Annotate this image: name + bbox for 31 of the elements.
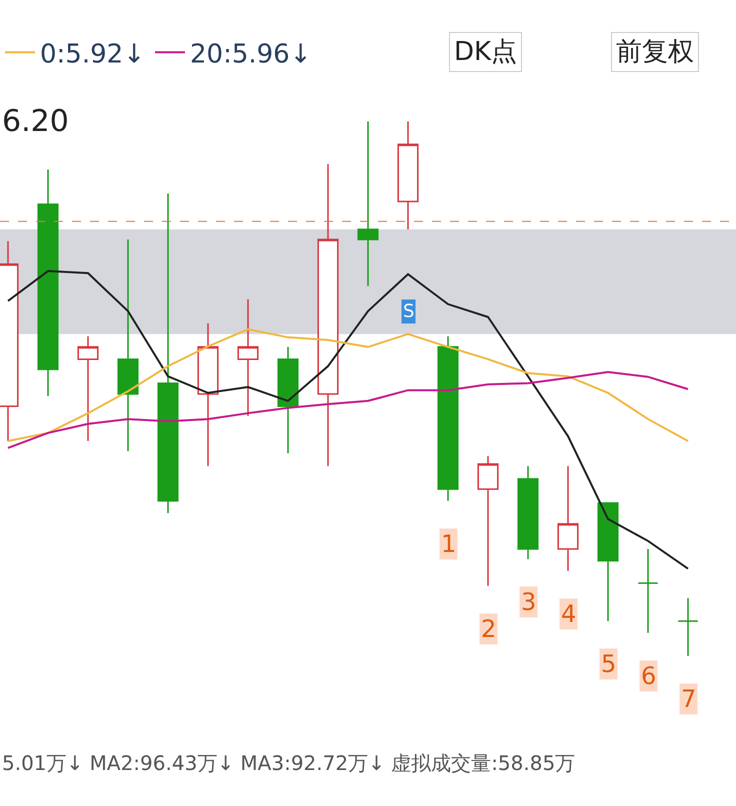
candlestick [437,335,459,502]
candlestick [37,168,59,397]
candlestick [317,163,339,467]
text: 6 [641,662,656,690]
annotation: 3 [521,588,536,616]
candlestick [277,346,299,454]
candlestick [637,548,659,634]
candlestick [477,455,499,587]
text: 7 [681,685,696,713]
legend-label: 20:5.96↓ [190,39,312,70]
candlestick [197,322,219,467]
candlestick [597,502,619,622]
candlestick [517,465,539,560]
annotation: S [403,301,414,322]
annotation: 1 [441,530,456,558]
candlestick [397,120,419,230]
annotation: 6.20 [2,104,69,139]
candlestick [677,597,699,657]
annotation: 4 [561,600,576,628]
candlestick [77,335,99,442]
text: 5.01万↓ MA2:96.43万↓ MA3:92.72万↓ 虚拟成交量:58.85万 [2,751,576,775]
candlestick [117,238,139,452]
legend-label: 0:5.92↓ [40,39,145,70]
candlestick [557,465,579,572]
candlestick [157,192,179,514]
text: 前复权 [616,37,694,67]
candlestick [357,120,379,287]
candlestick [237,298,259,417]
annotation: 5 [601,650,616,678]
annotation: 2 [481,615,496,643]
text: DK点 [454,37,518,67]
